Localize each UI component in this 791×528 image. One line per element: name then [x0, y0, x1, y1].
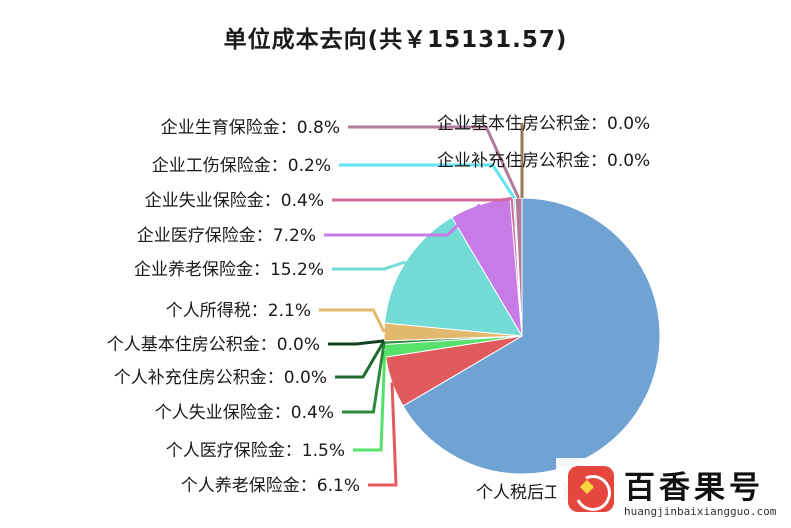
- slice-label: 企业补充住房公积金：0.0%: [437, 151, 650, 171]
- leader-line: [342, 342, 386, 414]
- leader-line: [339, 163, 516, 200]
- slice-label: 个人医疗保险金：1.5%: [166, 441, 345, 461]
- watermark-url: huangjinbaixiangguo.com: [624, 505, 777, 518]
- leader-lines: [319, 123, 524, 487]
- pie-slices: [383, 197, 661, 475]
- slice-label: 企业养老保险金：15.2%: [134, 260, 324, 280]
- watermark: 百香果号 huangjinbaixiangguo.com: [556, 458, 791, 528]
- slice-label: 企业医疗保险金：7.2%: [137, 226, 316, 246]
- leader-line: [353, 350, 387, 452]
- slice-label: 个人所得税：2.1%: [166, 301, 311, 321]
- slice-label: 企业基本住房公积金：0.0%: [437, 114, 650, 134]
- watermark-name: 百香果号: [624, 470, 764, 506]
- pie-slice: [402, 197, 661, 475]
- leader-line: [368, 382, 398, 487]
- leader-line: [332, 260, 406, 271]
- leader-line: [335, 340, 386, 379]
- slice-label: 个人补充住房公积金：0.0%: [114, 368, 327, 388]
- slice-label: 企业失业保险金：0.4%: [145, 191, 324, 211]
- slice-label: 企业工伤保险金：0.2%: [152, 156, 331, 176]
- leader-line: [319, 308, 386, 333]
- leader-line: [332, 196, 512, 202]
- slice-label: 个人养老保险金：6.1%: [181, 476, 360, 496]
- leader-line: [348, 125, 520, 199]
- slice-labels: 个人税后工资 个人养老保险金：6.1% 个人医疗保险金：1.5% 个人失业保险金：0.…: [107, 114, 650, 503]
- slice-label: 个人基本住房公积金：0.0%: [107, 335, 320, 355]
- watermark-logo-icon: [568, 466, 614, 512]
- slice-label: 企业生育保险金：0.8%: [161, 118, 340, 138]
- slice-label: 个人失业保险金：0.4%: [155, 403, 334, 423]
- leader-line: [324, 203, 481, 237]
- chart-title: 单位成本去向(共￥15131.57): [223, 27, 568, 53]
- leader-line: [328, 339, 385, 346]
- pie-slice: [384, 216, 523, 337]
- slice-label: 个人税后工资: [476, 483, 578, 503]
